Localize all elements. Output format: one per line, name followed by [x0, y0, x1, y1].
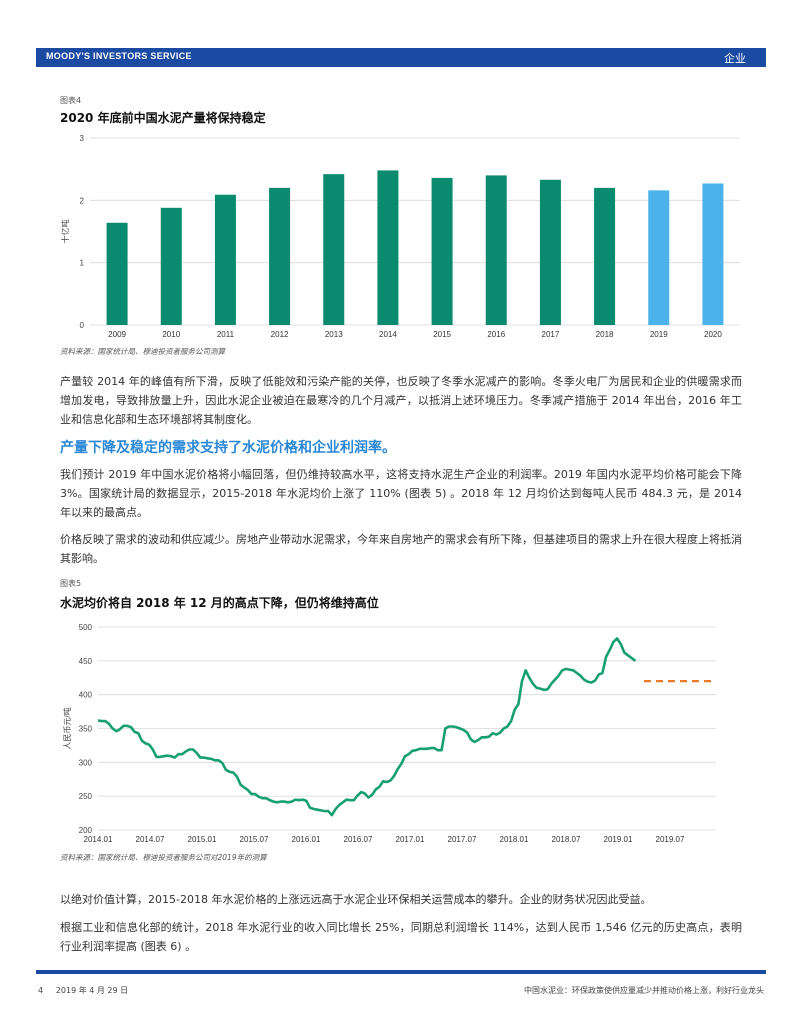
paragraph-cost: 以绝对价值计算，2015-2018 年水泥价格的上涨远远高于水泥企业环保相关运营… [60, 893, 652, 906]
x-tick-label: 2009 [108, 330, 126, 339]
bar-2010 [160, 207, 182, 325]
production-bar-chart: 0 1 2 3 十亿吨 2009 2010 2011 2012 2013 2014 2015 2016 2… [60, 134, 740, 339]
paragraph-profit: 根据工业和信息化部的统计，2018 年水泥行业的收入同比增长 25%，同期总利润… [60, 921, 742, 953]
x-tick-label: 2015.01 [188, 835, 217, 844]
publisher-name: MOODY'S INVESTORS SERVICE [46, 51, 192, 61]
paragraph-demand: 价格反映了需求的波动和供应减少。房地产业带动水泥需求，今年来自房地产的需求会有所… [60, 533, 742, 565]
bar-2017 [539, 179, 561, 325]
bar-2012 [269, 187, 291, 325]
y-tick-label: 1 [80, 259, 85, 268]
bar-2015 [431, 177, 453, 325]
figure5-title: 水泥均价将自 2018 年 12 月的高点下降，但仍将维持高位 [60, 596, 379, 610]
x-tick-label: 2018.07 [552, 835, 581, 844]
x-tick-label: 2019.01 [604, 835, 633, 844]
x-tick-label: 2013 [325, 330, 343, 339]
x-tick-label: 2010 [162, 330, 180, 339]
paragraph-price-forecast: 我们预计 2019 年中国水泥价格将小幅回落，但仍维持较高水平，这将支持水泥生产… [60, 468, 742, 519]
figure4-label: 图表4 [60, 96, 82, 105]
y-tick-label: 2 [80, 196, 85, 205]
footer-page-date: 4 2019 年 4 月 29 日 [38, 985, 128, 996]
y-axis-label: 人民币元/吨 [62, 707, 72, 749]
x-tick-label: 2017 [542, 330, 560, 339]
x-tick-label: 2012 [271, 330, 289, 339]
report-header-bar: MOODY'S INVESTORS SERVICE 企业 [36, 48, 766, 67]
bar-2018 [594, 187, 616, 325]
x-tick-label: 2011 [217, 330, 235, 339]
y-axis-label: 十亿吨 [60, 220, 70, 244]
x-tick-label: 2015.07 [240, 835, 269, 844]
figure5-label: 图表5 [60, 579, 82, 588]
x-tick-label: 2016 [487, 330, 505, 339]
x-tick-label: 2020 [704, 330, 722, 339]
x-tick-label: 2019.07 [656, 835, 685, 844]
section-heading: 产量下降及稳定的需求支持了水泥价格和企业利润率。 [60, 440, 396, 456]
page-number: 4 [38, 986, 44, 995]
x-tick-label: 2016.07 [344, 835, 373, 844]
x-tick-label: 2014 [379, 330, 397, 339]
section-label: 企业 [724, 52, 746, 65]
bar-2009 [106, 222, 128, 325]
bar-2020 [702, 183, 724, 325]
figure4-title: 2020 年底前中国水泥产量将保持稳定 [60, 111, 266, 125]
figure4-source: 资料来源：国家统计局、穆迪投资者服务公司测算 [60, 347, 225, 356]
x-tick-label: 2014.01 [84, 835, 113, 844]
y-tick-label: 0 [80, 321, 85, 330]
x-tick-label: 2018 [596, 330, 614, 339]
x-tick-label: 2017.07 [448, 835, 477, 844]
y-tick-label: 3 [80, 134, 85, 143]
price-series-line [97, 637, 637, 817]
report-title: 中国水泥业：环保政策使供应量减少并推动价格上涨，利好行业龙头 [524, 986, 764, 995]
figure5-source: 资料来源：国家统计局、穆迪投资者服务公司对2019年的测算 [60, 853, 267, 862]
bar-2011 [214, 194, 236, 325]
bar-2014 [377, 170, 399, 325]
y-tick-label: 450 [79, 657, 93, 666]
bar-2013 [323, 174, 345, 325]
price-line-chart: 200 250 300 350 400 450 500 人民币元/吨 2014.01 2014.0… [62, 623, 716, 844]
y-tick-label: 250 [79, 792, 93, 801]
footer-bar [36, 970, 766, 974]
bar-2016 [485, 175, 507, 325]
y-tick-label: 200 [79, 826, 93, 835]
x-tick-label: 2019 [650, 330, 668, 339]
x-tick-label: 2016.01 [292, 835, 321, 844]
y-tick-label: 400 [79, 691, 93, 700]
x-tick-label: 2018.01 [500, 835, 529, 844]
y-tick-label: 350 [79, 725, 93, 734]
bar-2019 [648, 190, 670, 325]
x-tick-label: 2014.07 [136, 835, 165, 844]
x-tick-label: 2015 [433, 330, 451, 339]
report-date: 2019 年 4 月 29 日 [55, 986, 129, 995]
y-tick-label: 300 [79, 758, 93, 767]
paragraph-production: 产量较 2014 年的峰值有所下滑，反映了低能效和污染产能的关停，也反映了冬季水… [60, 375, 742, 426]
x-tick-label: 2017.01 [396, 835, 425, 844]
y-tick-label: 500 [79, 623, 93, 632]
